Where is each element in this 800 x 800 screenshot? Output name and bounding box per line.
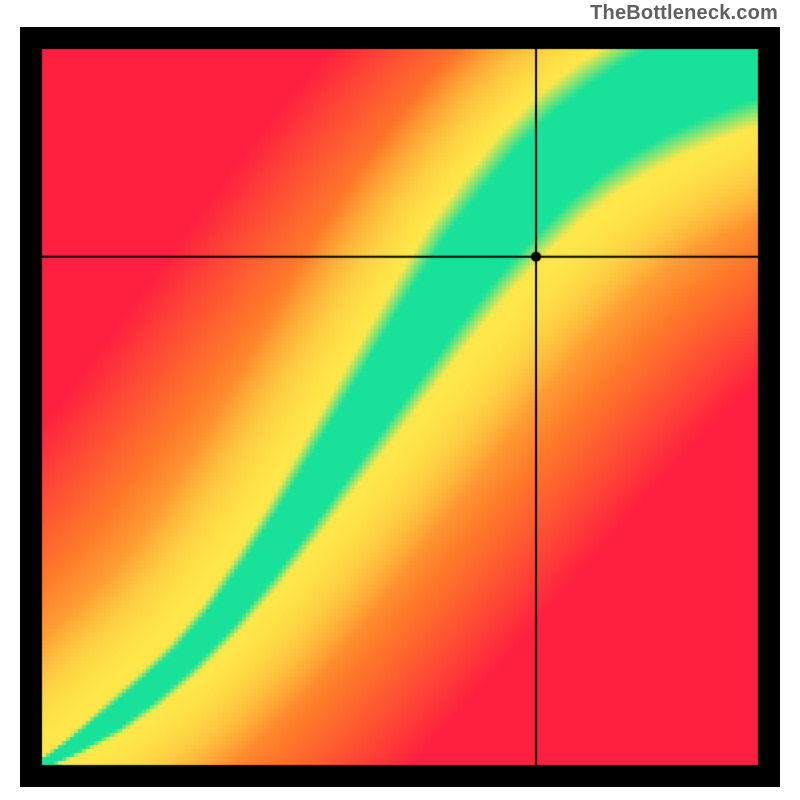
watermark-label: TheBottleneck.com bbox=[590, 2, 778, 25]
heatmap-canvas bbox=[20, 27, 780, 787]
bottleneck-chart bbox=[20, 27, 780, 787]
